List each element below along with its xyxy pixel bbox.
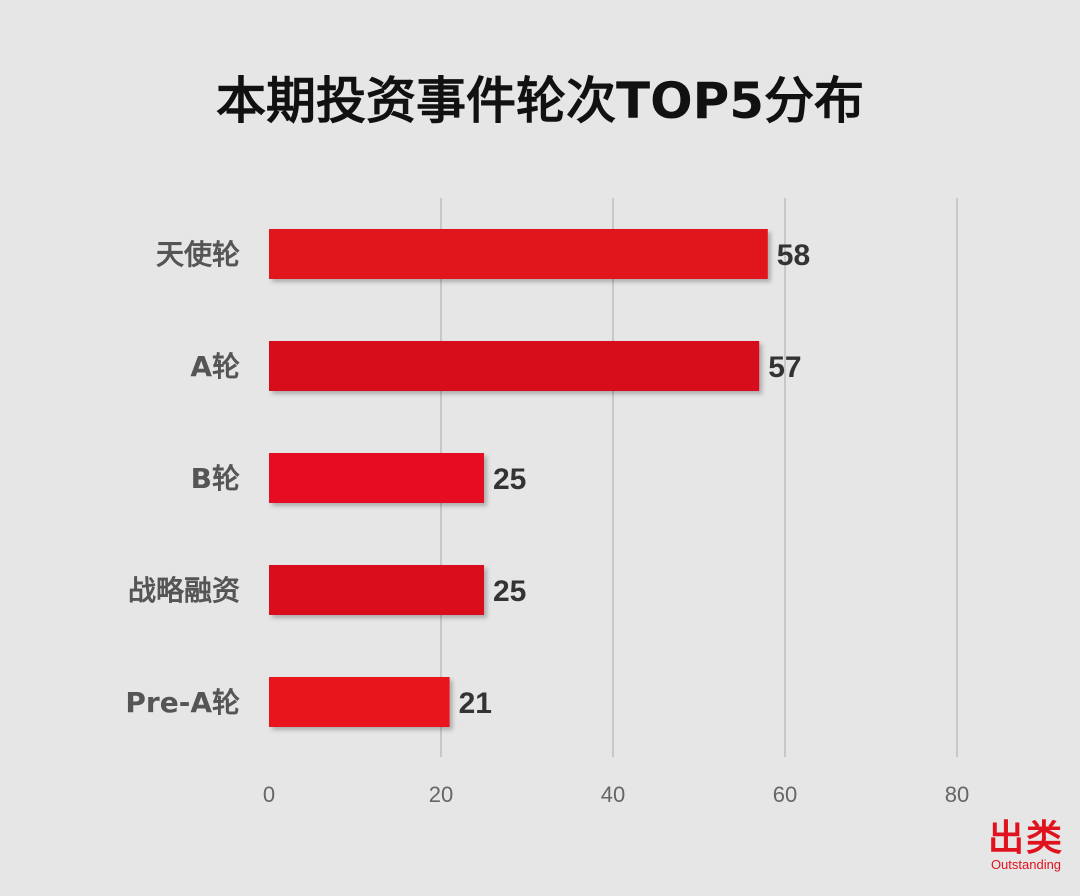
value-label: 25	[493, 575, 526, 608]
value-label: 58	[777, 239, 810, 272]
x-axis-ticks: 0 20 40 60 80	[263, 782, 969, 807]
x-tick-label: 60	[773, 782, 797, 807]
logo-main-text: 出类	[987, 818, 1064, 859]
x-tick-label: 0	[263, 782, 275, 807]
bar-1	[269, 229, 768, 279]
bar-4	[269, 565, 484, 615]
chart-title: 本期投资事件轮次TOP5分布	[216, 72, 864, 130]
category-label: B轮	[191, 462, 240, 495]
logo-sub-text: Outstanding	[990, 857, 1062, 872]
bar-3	[269, 453, 484, 503]
x-tick-label: 80	[945, 782, 969, 807]
category-label: Pre-A轮	[125, 686, 240, 719]
value-label: 21	[459, 687, 492, 720]
brand-logo: 出类 Outstanding	[988, 820, 1064, 872]
bars	[269, 229, 768, 727]
value-label: 57	[768, 351, 801, 384]
category-label: 天使轮	[156, 238, 240, 271]
bar-5	[269, 677, 450, 727]
value-labels: 58 57 25 25 21	[459, 239, 811, 720]
category-label: A轮	[190, 350, 240, 383]
x-tick-label: 40	[601, 782, 625, 807]
category-label: 战略融资	[128, 574, 240, 607]
value-label: 25	[493, 463, 526, 496]
x-tick-label: 20	[429, 782, 453, 807]
bar-2	[269, 341, 760, 391]
